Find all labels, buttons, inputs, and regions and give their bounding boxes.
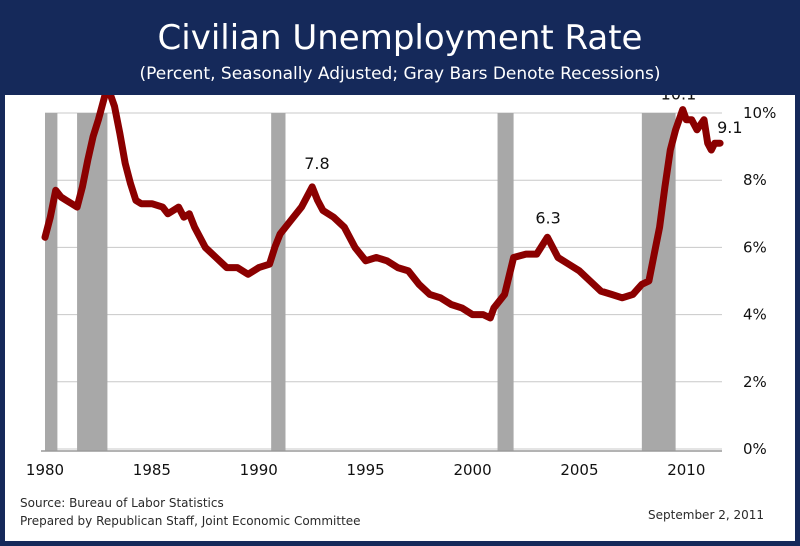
y-tick-label-2: 2% xyxy=(743,373,767,391)
y-tick-label-10: 10% xyxy=(743,104,776,122)
prepared-by-line: Prepared by Republican Staff, Joint Econ… xyxy=(20,514,361,528)
x-tick-label-2000: 2000 xyxy=(453,461,491,479)
x-tick-label-1995: 1995 xyxy=(347,461,385,479)
y-tick-label-0: 0% xyxy=(743,440,767,458)
chart-subtitle: (Percent, Seasonally Adjusted; Gray Bars… xyxy=(139,64,661,84)
x-tick-label-2005: 2005 xyxy=(560,461,598,479)
recession-bar-0 xyxy=(45,113,58,451)
chart-title: Civilian Unemployment Rate xyxy=(157,18,643,58)
annotation-7-8: 7.8 xyxy=(304,154,329,173)
y-tick-label-8: 8% xyxy=(743,171,767,189)
annotation-9-1: 9.1 xyxy=(717,118,742,137)
y-tick-label-4: 4% xyxy=(743,306,767,324)
unemployment-series-line xyxy=(41,95,724,322)
source-line: Source: Bureau of Labor Statistics xyxy=(20,496,224,510)
publication-date: September 2, 2011 xyxy=(648,508,764,522)
chart-panel: 1980 1985 1990 1995 2000 2005 2010 0% 2% 4% 6% 8% 10… xyxy=(5,95,795,541)
annotation-10-1: 10.1 xyxy=(661,95,697,104)
x-tick-label-1985: 1985 xyxy=(133,461,171,479)
recession-bar-2 xyxy=(271,113,286,451)
annotation-6-3: 6.3 xyxy=(535,208,560,227)
recession-bar-1 xyxy=(77,113,108,451)
unemployment-line-chart: 1980 1985 1990 1995 2000 2005 2010 0% 2% 4% 6% 8% 10… xyxy=(26,95,776,479)
x-tick-label-1990: 1990 xyxy=(240,461,278,479)
x-tick-label-1980: 1980 xyxy=(26,461,64,479)
x-tick-label-2010: 2010 xyxy=(667,461,705,479)
y-tick-label-6: 6% xyxy=(743,238,767,256)
source-note: Source: Bureau of Labor Statistics Prepa… xyxy=(20,494,361,530)
